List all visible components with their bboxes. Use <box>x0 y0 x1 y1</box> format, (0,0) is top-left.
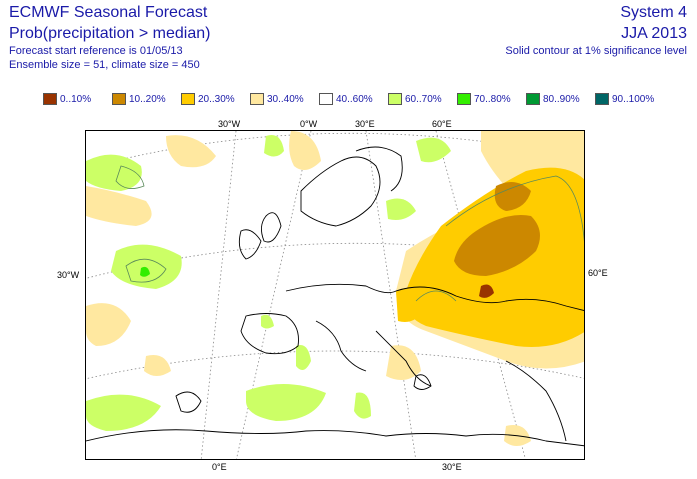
legend-swatch <box>526 93 540 105</box>
coastlines <box>86 146 584 447</box>
legend-swatch <box>43 93 57 105</box>
graticule-label-top-0w: 0°W <box>300 119 318 129</box>
season-label: JJA 2013 <box>621 25 687 42</box>
legend-label: 20..30% <box>198 93 235 105</box>
significance-contours <box>115 165 584 302</box>
graticule-label-left-30w: 30°W <box>57 270 80 280</box>
legend-swatch <box>181 93 195 105</box>
legend-item-40-60: 40..60% <box>319 93 388 105</box>
probability-legend: 0..10% 10..20% 20..30% 30..40% 40..60% 6… <box>43 93 664 105</box>
legend-swatch <box>319 93 333 105</box>
legend-item-80-90: 80..90% <box>526 93 595 105</box>
legend-swatch <box>595 93 609 105</box>
legend-label: 30..40% <box>267 93 304 105</box>
legend-label: 40..60% <box>336 93 373 105</box>
legend-label: 10..20% <box>129 93 166 105</box>
legend-item-0-10: 0..10% <box>43 93 112 105</box>
prob-0-10-area <box>479 284 494 298</box>
legend-label: 90..100% <box>612 93 655 105</box>
graticule-label-bottom-30e: 30°E <box>442 462 462 472</box>
forecast-map <box>85 130 585 460</box>
title-line-2: Prob(precipitation > median) <box>9 25 211 42</box>
graticule-label-top-30e: 30°E <box>355 119 375 129</box>
legend-swatch <box>457 93 471 105</box>
prob-70-80-area <box>140 266 150 277</box>
forecast-start-text: Forecast start reference is 01/05/13 <box>9 45 183 57</box>
system-label: System 4 <box>620 4 687 21</box>
legend-label: 60..70% <box>405 93 442 105</box>
legend-swatch <box>112 93 126 105</box>
graticule-label-right-60e: 60°E <box>588 268 608 278</box>
contour-note: Solid contour at 1% significance level <box>505 45 687 57</box>
graticule-label-top-60e: 60°E <box>432 119 452 129</box>
legend-label: 0..10% <box>60 93 92 105</box>
graticule-label-bottom-0e: 0°E <box>212 462 227 472</box>
legend-label: 80..90% <box>543 93 580 105</box>
legend-item-90-100: 90..100% <box>595 93 664 105</box>
map-canvas <box>86 131 584 459</box>
legend-label: 70..80% <box>474 93 511 105</box>
prob-10-20-areas <box>454 182 540 276</box>
prob-60-70-areas <box>86 135 451 431</box>
legend-item-60-70: 60..70% <box>388 93 457 105</box>
legend-item-20-30: 20..30% <box>181 93 250 105</box>
graticule-label-top-30w: 30°W <box>218 119 241 129</box>
legend-item-10-20: 10..20% <box>112 93 181 105</box>
ensemble-size-text: Ensemble size = 51, climate size = 450 <box>9 59 200 71</box>
legend-swatch <box>250 93 264 105</box>
legend-item-30-40: 30..40% <box>250 93 319 105</box>
title-line-1: ECMWF Seasonal Forecast <box>9 4 208 21</box>
legend-item-70-80: 70..80% <box>457 93 526 105</box>
legend-swatch <box>388 93 402 105</box>
